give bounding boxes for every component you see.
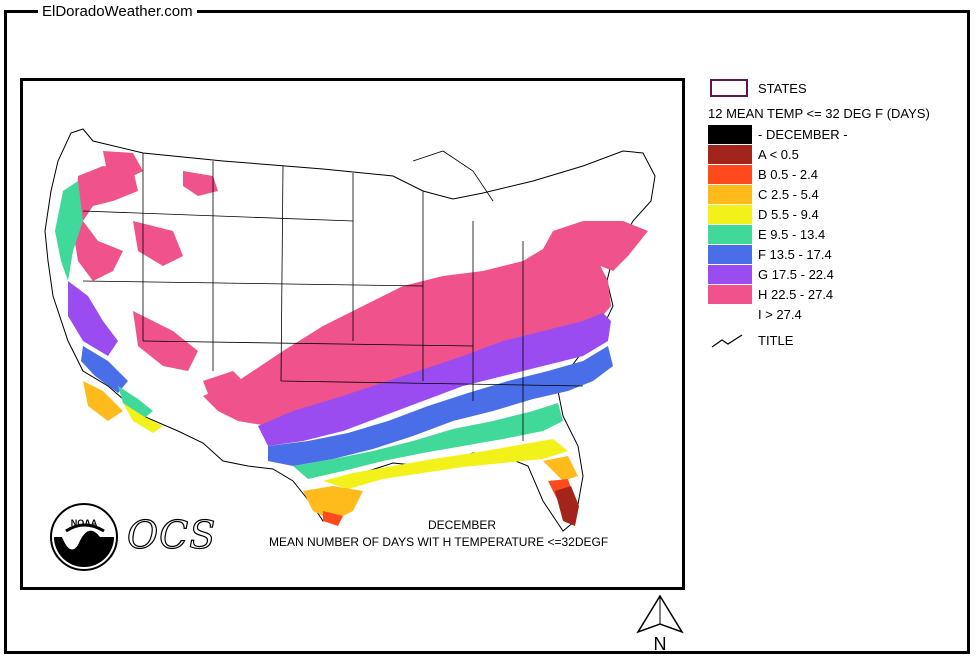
zone-b — [323, 511, 343, 526]
legend-item: A < 0.5 — [708, 144, 799, 164]
zone-h-ne — [553, 221, 648, 271]
zone-h-west-3 — [183, 171, 218, 196]
legend-swatch — [708, 284, 752, 304]
legend-item: C 2.5 - 5.4 — [708, 184, 819, 204]
states-label: STATES — [758, 80, 807, 96]
legend-swatch — [708, 164, 752, 184]
caption-description: MEAN NUMBER OF DAYS WIT H TEMPERATURE <=… — [269, 535, 608, 549]
zone-h-west-2 — [103, 151, 143, 181]
title-line-icon — [711, 333, 743, 347]
zone-f-ca — [81, 346, 128, 393]
legend-item: E 9.5 - 13.4 — [708, 224, 825, 244]
site-title: ElDoradoWeather.com — [38, 3, 197, 21]
legend-swatch — [708, 124, 752, 144]
zone-h-sw-2 — [203, 371, 253, 411]
legend-swatch — [708, 244, 752, 264]
zone-e-coast — [55, 181, 83, 281]
north-label: N — [654, 634, 667, 654]
legend-item: G 17.5 - 22.4 — [708, 264, 834, 284]
zone-h — [203, 231, 611, 426]
caption-month: DECEMBER — [428, 518, 496, 532]
states-swatch — [710, 79, 748, 97]
outer-frame — [4, 10, 970, 654]
legend-item: B 0.5 - 2.4 — [708, 164, 818, 184]
legend-item: F 13.5 - 17.4 — [708, 244, 832, 264]
legend-swatch — [708, 224, 752, 244]
ocs-logo: OCS — [126, 512, 217, 557]
svg-text:NOAA: NOAA — [71, 518, 98, 528]
zone-g-ca — [68, 281, 118, 356]
noaa-logo: NOAA — [50, 503, 118, 571]
legend-swatch — [708, 204, 752, 224]
legend-swatch — [708, 304, 752, 324]
zone-e-ca — [118, 386, 153, 419]
map-panel: DECEMBER MEAN NUMBER OF DAYS WIT H TEMPE… — [20, 78, 685, 590]
north-arrow-icon: N — [636, 594, 684, 654]
legend-swatch — [708, 264, 752, 284]
zone-d-ca — [123, 403, 163, 433]
zone-d — [323, 439, 568, 489]
legend-item: I > 27.4 — [708, 304, 802, 324]
zone-a-fl — [555, 486, 579, 526]
legend-title: 12 MEAN TEMP <= 32 DEG F (DAYS) — [708, 106, 930, 121]
zone-f — [268, 346, 613, 466]
legend-swatch — [708, 144, 752, 164]
legend-swatch — [708, 184, 752, 204]
state-borders — [82, 150, 584, 441]
us-temperature-map: DECEMBER MEAN NUMBER OF DAYS WIT H TEMPE… — [44, 128, 656, 549]
legend-item: - DECEMBER - — [708, 124, 848, 144]
zone-c-sw — [83, 381, 123, 421]
legend-item: H 22.5 - 27.4 — [708, 284, 833, 304]
legend-title-line-row: TITLE — [708, 330, 793, 350]
legend-states-row: STATES — [708, 78, 807, 98]
zone-e — [293, 403, 563, 479]
zone-c-fl — [543, 456, 578, 481]
zone-h-west — [73, 166, 138, 281]
legend-item: D 5.5 - 9.4 — [708, 204, 819, 224]
zone-h-west-4 — [133, 221, 183, 266]
zone-c — [303, 486, 363, 521]
